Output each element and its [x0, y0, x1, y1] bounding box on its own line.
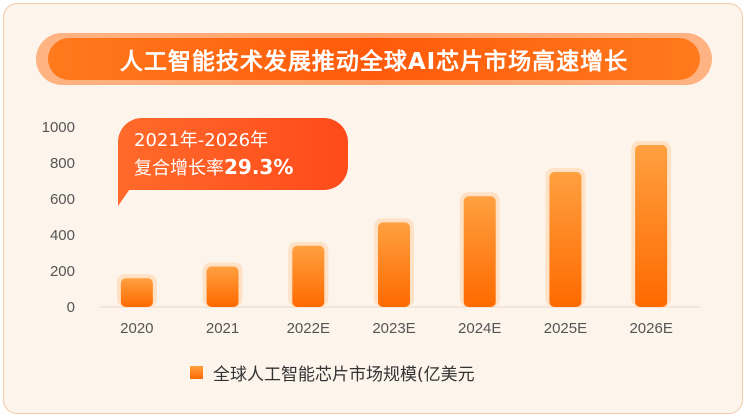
y-tick-label: 0	[67, 299, 75, 316]
bar-2020	[120, 278, 153, 307]
x-tick-label: 2023E	[372, 320, 415, 337]
x-tick-label: 2024E	[458, 320, 501, 337]
x-tick-label: 2025E	[544, 320, 587, 337]
legend: 全球人工智能芯片市场规模(亿美元	[190, 360, 475, 385]
callout-rate-label: 复合增长率	[134, 158, 224, 179]
cagr-callout: 2021年-2026年 复合增长率29.3%	[118, 118, 348, 190]
y-tick-label: 400	[50, 227, 75, 244]
bar-2021	[206, 266, 239, 307]
y-tick-label: 600	[50, 191, 75, 208]
y-tick-label: 800	[50, 155, 75, 172]
callout-rate-value: 29.3%	[224, 155, 294, 179]
callout-tail	[118, 186, 132, 206]
callout-period: 2021年-2026年	[134, 130, 269, 151]
title-banner-inner: 人工智能技术发展推动全球AI芯片市场高速增长	[48, 38, 700, 80]
x-tick-label: 2021	[206, 320, 239, 337]
legend-swatch	[190, 366, 203, 379]
bar-2023E	[378, 222, 410, 307]
bar-2025E	[549, 172, 582, 307]
chart-title: 人工智能技术发展推动全球AI芯片市场高速增长	[119, 49, 629, 75]
callout-rate: 复合增长率29.3%	[134, 154, 293, 180]
bar-2024E	[463, 196, 496, 307]
legend-label: 全球人工智能芯片市场规模(亿美元	[213, 365, 475, 385]
x-tick-label: 2022E	[287, 320, 330, 337]
y-tick-label: 1000	[42, 119, 75, 136]
bar-2026E	[635, 145, 668, 307]
bar-2022E	[292, 245, 325, 307]
x-tick-label: 2020	[120, 320, 153, 337]
y-tick-label: 200	[50, 263, 75, 280]
x-tick-label: 2026E	[629, 320, 672, 337]
